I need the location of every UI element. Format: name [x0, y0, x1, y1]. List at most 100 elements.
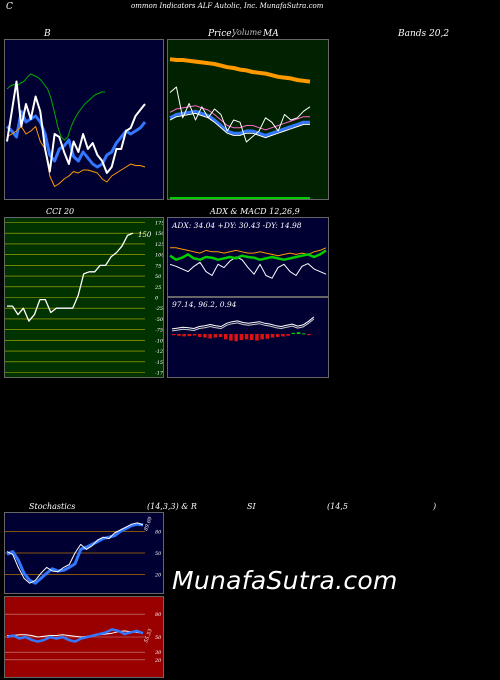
cci-title: CCI 20	[46, 207, 75, 216]
cci-tick-label: -150	[155, 360, 163, 366]
macd-histogram-bar	[198, 334, 202, 337]
macd-histogram-bar	[281, 334, 285, 337]
stoch-title-close: )	[433, 502, 437, 511]
price-ema-band	[169, 57, 311, 84]
macd-histogram-bar	[302, 333, 306, 335]
macd-histogram-bar	[208, 334, 212, 339]
macd-histogram-bar	[250, 334, 254, 340]
price-volume-panel	[167, 39, 329, 200]
adx-title: ADX & MACD 12,26,9	[210, 207, 300, 216]
price-close-line	[169, 86, 311, 143]
watermark: MunafaSutra.com	[172, 566, 398, 595]
cci-value-label: 150	[138, 231, 152, 239]
cci-tick-label: -25	[155, 306, 163, 312]
macd-histogram-bar	[192, 334, 197, 336]
macd-histogram-bar	[255, 334, 259, 341]
stochastics-panel: 80 50 20 89.69	[4, 512, 164, 594]
adx-chart	[169, 247, 327, 279]
cci-tick-label: 0	[155, 296, 159, 302]
stoch-title-left: Stochastics	[29, 502, 76, 511]
header-bands-label: Bands 20,2	[398, 29, 450, 39]
bollinger-price-line	[6, 80, 146, 174]
macd-histogram-bar	[265, 334, 270, 339]
stoch-value-label: 89.69	[143, 515, 154, 531]
bollinger-lower-line	[6, 126, 146, 187]
bollinger-chart	[5, 73, 147, 187]
cci-tick-label: -175	[155, 371, 163, 377]
header-ma-label: MA	[263, 29, 279, 39]
cci-tick-label: -125	[155, 349, 163, 355]
macd-chart	[171, 316, 315, 342]
macd-histogram-bar	[270, 334, 275, 338]
macd-line	[171, 316, 315, 330]
cci-tick-label: -75	[155, 328, 163, 334]
mrsi-line	[6, 628, 144, 643]
macd-histogram-bar	[276, 334, 280, 337]
macd-histogram-bar	[260, 334, 264, 340]
macd-histogram-bar	[239, 334, 244, 340]
stoch-k-line	[6, 522, 144, 585]
macd-readout: 97.14, 96.2, 0.94	[172, 300, 237, 309]
header-price-label: Price,	[208, 29, 235, 39]
stoch-title-rsi: (14,5	[327, 502, 348, 511]
cci-line	[7, 232, 134, 322]
adx-minus-dy-line	[169, 256, 327, 279]
header-title: ommon Indicators ALF Autolic, Inc. Munaf…	[131, 2, 324, 10]
adx-plus-dy-line	[170, 247, 327, 257]
cci-tick-label: 175	[155, 221, 163, 227]
bollinger-upper-line	[6, 73, 105, 141]
price-ma-line	[169, 109, 310, 137]
rsi-tick-label: 30	[155, 650, 162, 656]
macd-histogram-bar	[244, 334, 249, 340]
macd-panel: 97.14, 96.2, 0.94	[167, 297, 329, 378]
macd-histogram-bar	[177, 334, 181, 336]
stochastics-chart: 80 50 20 89.69	[5, 515, 162, 585]
header-b-label: B	[44, 29, 51, 39]
macd-histogram-bar	[182, 334, 186, 337]
cci-tick-label: 125	[155, 242, 163, 248]
macd-signal-line	[171, 318, 315, 332]
macd-histogram-bar	[187, 334, 192, 337]
adx-line	[169, 249, 327, 261]
macd-histogram-bar	[224, 334, 228, 340]
price-volume-chart	[169, 57, 311, 199]
stoch-tick-label: 50	[155, 551, 162, 557]
volume-baseline	[170, 197, 310, 199]
stoch-title-si: SI	[247, 502, 256, 511]
header-c-letter: C	[6, 2, 13, 12]
cci-panel: 1751501251007550250-25-50-75-100-125-150…	[4, 217, 164, 378]
cci-tick-label: 25	[154, 285, 161, 291]
rsi-tick-label: 80	[155, 612, 162, 618]
macd-histogram-bar	[307, 334, 311, 336]
cci-tick-label: 50	[155, 274, 162, 280]
rsi-value-label: 55.53	[143, 628, 154, 644]
stoch-tick-label: 80	[155, 529, 162, 535]
cci-chart: 1751501251007550250-25-50-75-100-125-150…	[5, 221, 163, 377]
macd-histogram-bar	[203, 334, 207, 338]
macd-histogram-bar	[229, 334, 233, 341]
macd-histogram-bar	[213, 334, 218, 338]
cci-tick-label: 100	[155, 253, 163, 259]
rsi-tick-label: 50	[155, 635, 162, 641]
macd-histogram-bar	[218, 334, 223, 337]
macd-histogram-bar	[296, 332, 301, 334]
macd-histogram-bar	[286, 334, 290, 336]
cci-tick-label: -50	[155, 317, 163, 323]
rsi-tick-label: 20	[154, 658, 162, 664]
cci-tick-label: -100	[155, 338, 163, 344]
price-ma-pink-line	[169, 105, 310, 131]
rsi-chart: 80 50 30 20 55.53	[5, 612, 162, 664]
macd-histogram-bar	[234, 334, 238, 342]
stoch-title-params: (14,3,3) & R	[147, 502, 197, 511]
rsi-panel: 80 50 30 20 55.53	[4, 596, 164, 678]
stoch-tick-label: 20	[154, 573, 162, 579]
cci-tick-label: 150	[155, 231, 163, 237]
macd-histogram-bar	[172, 334, 176, 336]
macd-histogram-bar	[291, 332, 296, 334]
adx-readout: ADX: 34.04 +DY: 30.43 -DY: 14.98	[172, 221, 302, 230]
bollinger-panel	[4, 39, 164, 200]
header-price-overlap: Volume	[232, 28, 262, 37]
stoch-d-line	[6, 522, 144, 584]
cci-tick-label: 75	[155, 263, 161, 269]
adx-panel: ADX: 34.04 +DY: 30.43 -DY: 14.98	[167, 217, 329, 297]
